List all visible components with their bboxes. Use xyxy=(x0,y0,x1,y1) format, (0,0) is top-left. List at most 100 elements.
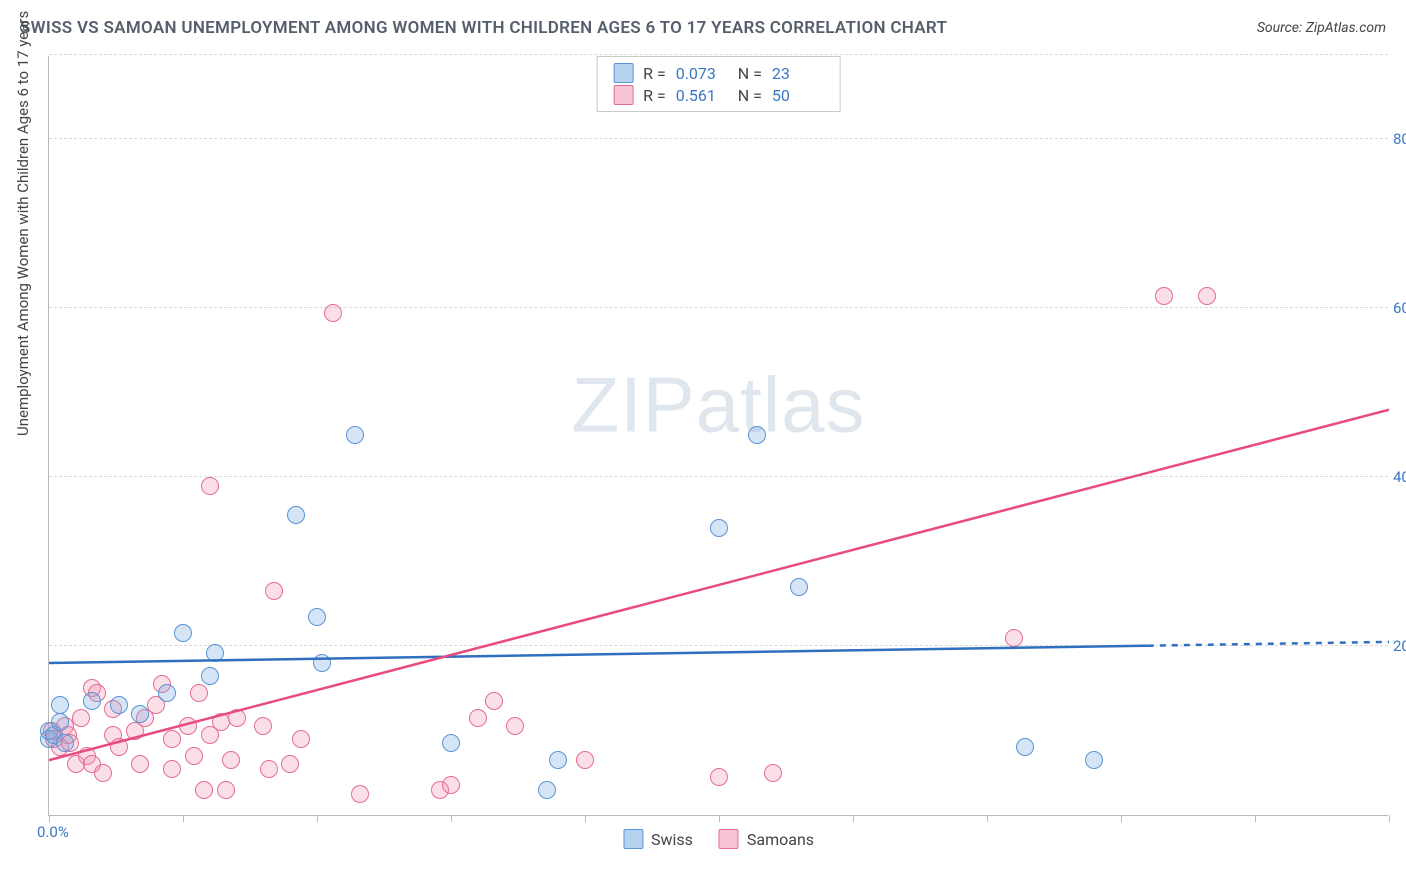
data-point xyxy=(158,684,176,702)
data-point xyxy=(442,734,460,752)
data-point xyxy=(308,608,326,626)
chart-title: SWISS VS SAMOAN UNEMPLOYMENT AMONG WOMEN… xyxy=(20,18,947,38)
data-point xyxy=(94,764,112,782)
data-point xyxy=(131,755,149,773)
legend-item: Swiss xyxy=(623,829,693,849)
data-point xyxy=(179,717,197,735)
legend-value: 50 xyxy=(772,86,824,105)
data-point xyxy=(201,667,219,685)
x-tick xyxy=(451,815,452,822)
data-point xyxy=(292,730,310,748)
data-point xyxy=(163,730,181,748)
data-point xyxy=(72,709,90,727)
legend-label: R = xyxy=(643,64,666,83)
data-point xyxy=(764,764,782,782)
legend-item: Samoans xyxy=(719,829,814,849)
data-point xyxy=(1085,751,1103,769)
data-point xyxy=(313,654,331,672)
gridline xyxy=(49,645,1388,646)
data-point xyxy=(549,751,567,769)
data-point xyxy=(538,781,556,799)
data-point xyxy=(351,785,369,803)
legend-series-label: Samoans xyxy=(747,830,814,849)
data-point xyxy=(287,506,305,524)
y-tick-label: 20.0% xyxy=(1393,637,1406,655)
data-point xyxy=(710,768,728,786)
data-point xyxy=(1155,287,1173,305)
x-tick xyxy=(317,815,318,822)
data-point xyxy=(254,717,272,735)
data-point xyxy=(469,709,487,727)
y-axis-label: Unemployment Among Women with Children A… xyxy=(14,11,32,436)
data-point xyxy=(1198,287,1216,305)
x-tick xyxy=(987,815,988,822)
data-point xyxy=(110,696,128,714)
data-point xyxy=(206,644,224,662)
source-credit: Source: ZipAtlas.com xyxy=(1257,20,1386,36)
data-point xyxy=(790,578,808,596)
data-point xyxy=(442,776,460,794)
watermark: ZIPatlas xyxy=(571,360,865,451)
legend-label: N = xyxy=(738,64,762,83)
plot-area: ZIPatlas R = 0.073 N = 23 R = 0.561 N = … xyxy=(48,56,1388,816)
samoan-swatch-icon xyxy=(719,829,739,849)
legend-series: Swiss Samoans xyxy=(623,829,814,849)
x-tick xyxy=(1255,815,1256,822)
data-point xyxy=(131,705,149,723)
data-point xyxy=(1016,738,1034,756)
data-point xyxy=(1005,629,1023,647)
data-point xyxy=(346,426,364,444)
gridline xyxy=(49,307,1388,308)
data-point xyxy=(83,692,101,710)
data-point xyxy=(506,717,524,735)
data-point xyxy=(324,304,342,322)
data-point xyxy=(710,519,728,537)
data-point xyxy=(281,755,299,773)
gridline xyxy=(49,476,1388,477)
data-point xyxy=(110,738,128,756)
gridline xyxy=(49,54,1388,55)
data-point xyxy=(265,582,283,600)
y-tick-label: 60.0% xyxy=(1393,299,1406,317)
data-point xyxy=(485,692,503,710)
legend-value: 0.073 xyxy=(676,64,728,83)
gridline xyxy=(49,138,1388,139)
data-point xyxy=(201,477,219,495)
data-point xyxy=(51,696,69,714)
data-point xyxy=(56,734,74,752)
x-tick xyxy=(585,815,586,822)
data-point xyxy=(185,747,203,765)
data-point xyxy=(222,751,240,769)
legend-label: N = xyxy=(738,86,762,105)
legend-series-label: Swiss xyxy=(651,830,693,849)
data-point xyxy=(228,709,246,727)
data-point xyxy=(260,760,278,778)
data-point xyxy=(163,760,181,778)
x-tick xyxy=(853,815,854,822)
legend-value: 23 xyxy=(772,64,824,83)
legend-row: R = 0.073 N = 23 xyxy=(613,63,824,83)
x-tick xyxy=(183,815,184,822)
data-point xyxy=(51,713,69,731)
legend-label: R = xyxy=(643,86,666,105)
x-tick xyxy=(1389,815,1390,822)
data-point xyxy=(190,684,208,702)
swiss-swatch-icon xyxy=(623,829,643,849)
x-axis-min: 0.0% xyxy=(37,823,69,841)
legend-stats: R = 0.073 N = 23 R = 0.561 N = 50 xyxy=(596,56,841,112)
samoan-swatch-icon xyxy=(613,85,633,105)
x-tick xyxy=(1121,815,1122,822)
data-point xyxy=(748,426,766,444)
chart-container: SWISS VS SAMOAN UNEMPLOYMENT AMONG WOMEN… xyxy=(0,0,1406,892)
legend-row: R = 0.561 N = 50 xyxy=(613,85,824,105)
data-point xyxy=(576,751,594,769)
x-tick xyxy=(719,815,720,822)
data-point xyxy=(217,781,235,799)
x-tick xyxy=(49,815,50,822)
legend-value: 0.561 xyxy=(676,86,728,105)
data-point xyxy=(174,624,192,642)
data-point xyxy=(195,781,213,799)
trend-lines xyxy=(49,55,1389,815)
y-tick-label: 40.0% xyxy=(1393,468,1406,486)
swiss-swatch-icon xyxy=(613,63,633,83)
